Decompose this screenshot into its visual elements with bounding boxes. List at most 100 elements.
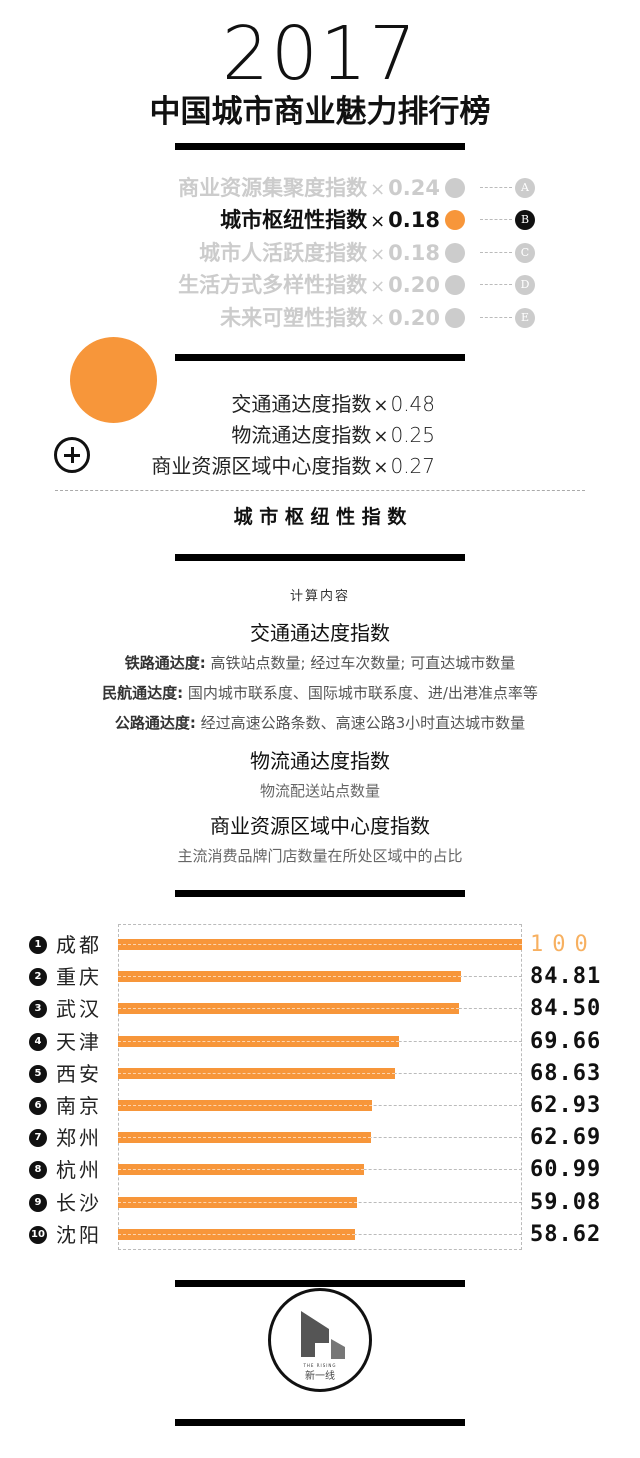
times-sign: × xyxy=(373,426,389,447)
index-name: 生活方式多样性指数 xyxy=(178,273,368,297)
indicator-dot-icon xyxy=(445,275,465,295)
rank-row: 7 郑州 62.69 xyxy=(0,1123,640,1153)
bar-南京 xyxy=(118,1100,373,1111)
connector-line xyxy=(480,187,512,188)
city-name: 重庆 xyxy=(56,965,102,990)
rank-row: 3 武汉 84.50 xyxy=(0,994,640,1024)
calc-line-road: 公路通达度: 经过高速公路条数、高速公路3小时直达城市数量 xyxy=(0,712,640,734)
connector-line xyxy=(480,219,512,220)
letter-badge: D xyxy=(515,275,535,295)
line-label: 公路通达度: xyxy=(114,714,196,732)
bar-西安 xyxy=(118,1067,396,1079)
divider xyxy=(175,143,465,150)
value-label: 62.93 xyxy=(530,1093,602,1118)
rank-row: 1 成都 100 xyxy=(0,930,640,960)
sub-index-row: 交通通达度指数 × 0.48 xyxy=(231,389,435,421)
line-text: 高铁站点数量; 经过车次数量; 可直达城市数量 xyxy=(205,654,516,672)
rank-row: 5 西安 68.63 xyxy=(0,1059,640,1089)
logo-mark-icon: THE RISING 新一线 xyxy=(301,1311,345,1382)
line-text: 国内城市联系度、国际城市联系度、进/出港准点率等 xyxy=(183,684,538,702)
brand-logo: THE RISING 新一线 xyxy=(268,1288,372,1392)
times-sign: × xyxy=(373,395,389,416)
logo-cn: 新一线 xyxy=(305,1369,335,1382)
plus-icon xyxy=(54,437,90,473)
weight-label: 城市人活跃度指数 × 0.18 xyxy=(199,238,440,270)
times-sign: × xyxy=(370,276,386,297)
times-sign: × xyxy=(370,179,386,200)
weight-label: 城市枢纽性指数 × 0.18 xyxy=(220,205,440,237)
divider xyxy=(175,1419,465,1426)
index-name: 商业资源集聚度指数 xyxy=(178,176,368,200)
rank-row: 4 天津 69.66 xyxy=(0,1027,640,1057)
bar-沈阳 xyxy=(118,1228,355,1240)
weight-row: 城市枢纽性指数 × 0.18 B xyxy=(0,205,640,235)
value-label: 84.81 xyxy=(530,964,602,990)
rank-badge: 9 xyxy=(29,1193,47,1212)
rank-badge: 7 xyxy=(29,1129,47,1148)
city-name: 天津 xyxy=(56,1029,102,1054)
city-name: 武汉 xyxy=(56,997,102,1022)
city-name: 成都 xyxy=(56,933,102,957)
dotted-divider xyxy=(55,490,585,491)
divider xyxy=(175,890,465,897)
city-name: 长沙 xyxy=(56,1190,102,1215)
sub-index-name: 交通通达度指数 xyxy=(231,392,372,416)
rank-badge: 3 xyxy=(29,1000,47,1019)
letter-badge: B xyxy=(515,210,535,230)
calc-desc-commerce: 主流消费品牌门店数量在所处区域中的占比 xyxy=(177,847,463,865)
value-label: 100 xyxy=(530,932,597,957)
weight-row: 商业资源集聚度指数 × 0.24 A xyxy=(0,173,640,203)
times-sign: × xyxy=(370,211,386,232)
city-name: 南京 xyxy=(56,1094,102,1118)
rank-badge: 8 xyxy=(29,1161,47,1180)
rank-row: 2 重庆 84.81 xyxy=(0,962,640,992)
sub-index-row: 商业资源区域中心度指数 × 0.27 xyxy=(151,451,435,483)
connector-line xyxy=(480,284,512,285)
calc-heading: 计算内容 xyxy=(289,589,350,604)
weight-value: 0.18 xyxy=(388,208,440,232)
value-label: 62.69 xyxy=(530,1125,602,1151)
city-name: 西安 xyxy=(56,1061,102,1086)
weight-value: 0.18 xyxy=(388,241,440,265)
rank-row: 10 沈阳 58.62 xyxy=(0,1220,640,1250)
line-label: 铁路通达度: xyxy=(124,654,206,672)
bar-武汉 xyxy=(118,1003,460,1015)
indicator-dot-icon xyxy=(445,210,465,230)
calc-desc-logistics: 物流配送站点数量 xyxy=(259,782,380,800)
indicator-dot-icon xyxy=(445,178,465,198)
chart-frame xyxy=(118,924,522,1250)
calc-line-rail: 铁路通达度: 高铁站点数量; 经过车次数量; 可直达城市数量 xyxy=(0,652,640,674)
times-sign: × xyxy=(370,309,386,330)
bar-杭州 xyxy=(118,1164,365,1176)
weight-row: 城市人活跃度指数 × 0.18 C xyxy=(0,238,640,268)
bar-郑州 xyxy=(118,1132,372,1144)
divider xyxy=(175,354,465,361)
calc-title-commerce: 商业资源区域中心度指数 xyxy=(210,814,430,838)
value-label: 84.50 xyxy=(530,996,602,1022)
value-label: 60.99 xyxy=(530,1157,602,1183)
calc-line-air: 民航通达度: 国内城市联系度、国际城市联系度、进/出港准点率等 xyxy=(0,682,640,704)
bar-天津 xyxy=(118,1035,400,1047)
letter-badge: E xyxy=(515,308,535,328)
index-name: 城市人活跃度指数 xyxy=(199,241,368,265)
rank-badge: 10 xyxy=(29,1225,47,1244)
index-name: 城市枢纽性指数 xyxy=(220,208,368,232)
indicator-dot-icon xyxy=(445,308,465,328)
city-name: 沈阳 xyxy=(56,1222,102,1247)
times-sign: × xyxy=(373,457,389,478)
weight-value: 0.24 xyxy=(388,176,440,200)
weight-value: 0.20 xyxy=(388,306,440,330)
rank-badge: 4 xyxy=(29,1032,47,1051)
line-label: 民航通达度: xyxy=(102,684,184,702)
divider xyxy=(175,554,465,561)
letter-badge: A xyxy=(515,178,535,198)
sub-index-weight: 0.48 xyxy=(390,392,435,416)
bar-成都 xyxy=(118,939,522,950)
rank-row: 6 南京 62.93 xyxy=(0,1091,640,1121)
sub-index-name: 商业资源区域中心度指数 xyxy=(151,454,372,478)
calc-title-transport: 交通通达度指数 xyxy=(250,621,390,645)
line-text: 经过高速公路条数、高速公路3小时直达城市数量 xyxy=(195,714,526,732)
orange-circle-icon xyxy=(70,337,157,423)
rank-badge: 1 xyxy=(29,936,47,954)
rank-badge: 5 xyxy=(29,1064,47,1083)
